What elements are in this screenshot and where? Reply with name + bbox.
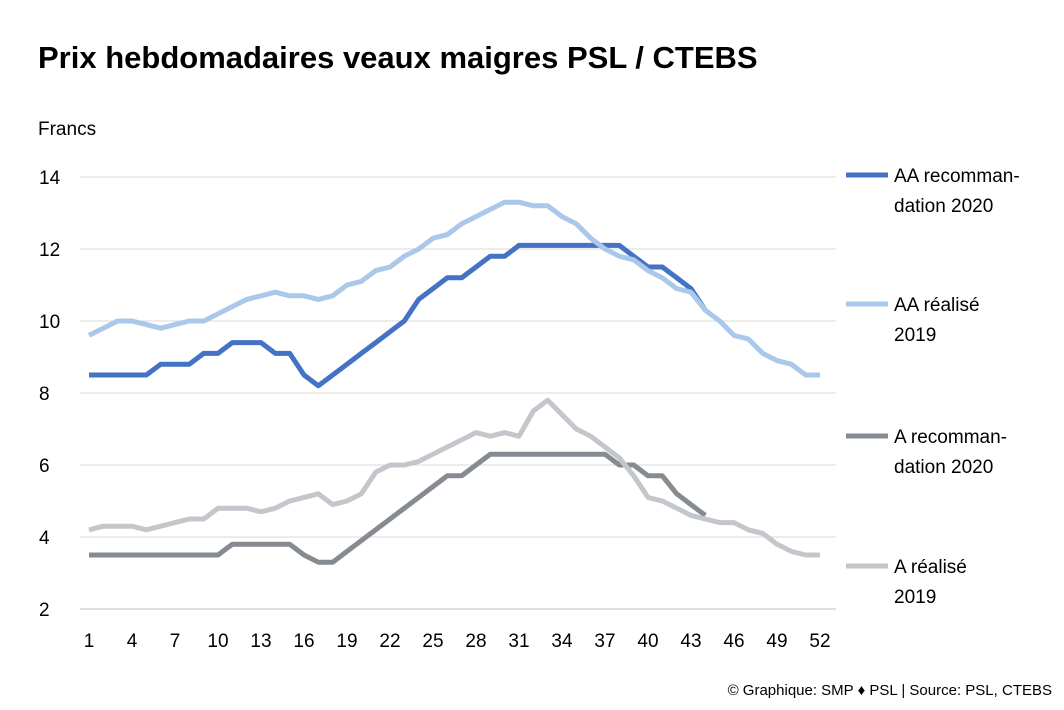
legend-label-3: dation 2020 xyxy=(894,457,993,478)
legend-label-1: dation 2020 xyxy=(894,196,993,217)
x-tick-label: 1 xyxy=(84,631,95,652)
x-tick-label: 46 xyxy=(723,631,744,652)
x-tick-label: 19 xyxy=(336,631,357,652)
y-tick-label: 6 xyxy=(39,456,50,477)
legend-label-2: AA réalisé xyxy=(894,295,980,316)
y-tick-label: 4 xyxy=(39,528,50,549)
series-line-2 xyxy=(87,199,820,378)
legend-label-2: 2019 xyxy=(894,325,936,346)
x-tick-label: 34 xyxy=(551,631,573,652)
y-tick-label: 8 xyxy=(39,384,50,405)
y-tick-label: 12 xyxy=(39,240,60,261)
y-tick-label: 10 xyxy=(39,312,60,333)
x-tick-label: 52 xyxy=(809,631,830,652)
x-tick-label: 10 xyxy=(207,631,228,652)
x-axis-ticks: 1 4 7 10 13 16 19 22 25 28 31 34 37 40 43 46 49 52 xyxy=(84,631,831,652)
y-axis-unit-label: Francs xyxy=(38,119,96,140)
legend-label-3: A recomman- xyxy=(894,427,1007,448)
y-tick-label: 2 xyxy=(39,600,50,621)
series-line-4 xyxy=(88,397,820,558)
x-tick-label: 43 xyxy=(680,631,701,652)
x-tick-label: 22 xyxy=(379,631,400,652)
series-line-3 xyxy=(89,451,707,565)
legend-label-4: 2019 xyxy=(894,587,936,608)
legend-label-1: AA recomman- xyxy=(894,166,1020,187)
chart-credit: © Graphique: SMP ♦ PSL | Source: PSL, CT… xyxy=(728,682,1052,699)
legend: AA recomman-dation 2020 AA réalisé 2019 A r… xyxy=(846,166,1020,608)
series-lines xyxy=(87,199,820,565)
x-tick-label: 28 xyxy=(465,631,486,652)
chart-title: Prix hebdomadaires veaux maigres PSL / C… xyxy=(38,40,758,75)
series-line-1 xyxy=(89,242,708,389)
x-tick-label: 49 xyxy=(766,631,787,652)
x-tick-label: 16 xyxy=(293,631,314,652)
gridlines xyxy=(80,176,836,610)
legend-label-4: A réalisé xyxy=(894,557,967,578)
y-axis-ticks: 2 4 6 8 10 12 14 xyxy=(39,168,61,621)
x-tick-label: 31 xyxy=(508,631,529,652)
x-tick-label: 40 xyxy=(637,631,658,652)
x-tick-label: 25 xyxy=(422,631,443,652)
x-tick-label: 4 xyxy=(127,631,138,652)
x-tick-label: 7 xyxy=(170,631,181,652)
x-tick-label: 13 xyxy=(250,631,271,652)
x-tick-label: 37 xyxy=(594,631,615,652)
y-tick-label: 14 xyxy=(39,168,61,189)
